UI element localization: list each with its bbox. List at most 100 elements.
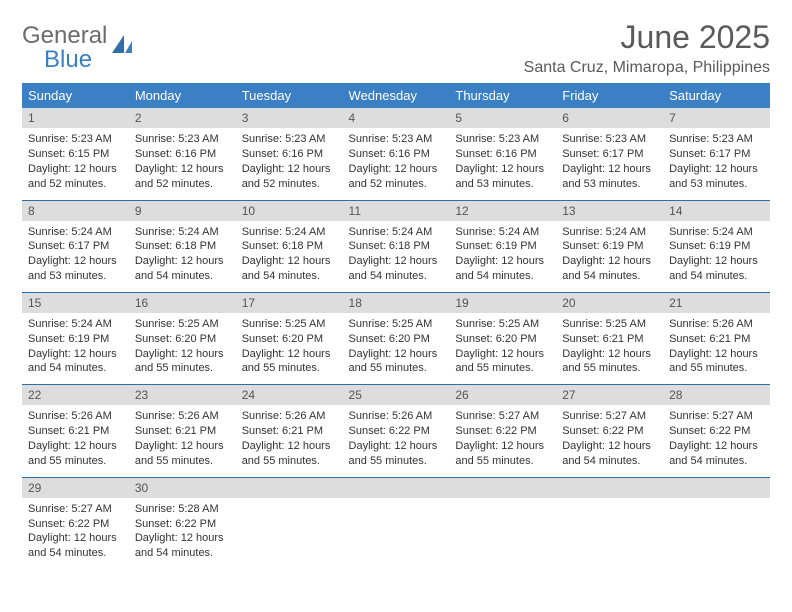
day-details: Sunrise: 5:28 AMSunset: 6:22 PMDaylight:… xyxy=(129,498,236,569)
daylight-text: Daylight: 12 hours and 54 minutes. xyxy=(135,254,230,284)
sunrise-text: Sunrise: 5:23 AM xyxy=(242,132,337,147)
sunset-text: Sunset: 6:16 PM xyxy=(349,147,444,162)
day-details: Sunrise: 5:24 AMSunset: 6:19 PMDaylight:… xyxy=(22,313,129,384)
day-number: 29 xyxy=(22,477,129,498)
title-block: June 2025 Santa Cruz, Mimaropa, Philippi… xyxy=(524,20,770,77)
day-cell: Sunrise: 5:23 AMSunset: 6:17 PMDaylight:… xyxy=(556,128,663,200)
sunset-text: Sunset: 6:21 PM xyxy=(28,424,123,439)
daylight-text: Daylight: 12 hours and 53 minutes. xyxy=(28,254,123,284)
sunset-text: Sunset: 6:19 PM xyxy=(28,332,123,347)
day-details: Sunrise: 5:24 AMSunset: 6:18 PMDaylight:… xyxy=(129,221,236,292)
day-cell: Sunrise: 5:24 AMSunset: 6:18 PMDaylight:… xyxy=(343,221,450,293)
day-number: 24 xyxy=(236,385,343,406)
sunset-text: Sunset: 6:22 PM xyxy=(562,424,657,439)
day-cell: Sunrise: 5:23 AMSunset: 6:15 PMDaylight:… xyxy=(22,128,129,200)
day-content-row: Sunrise: 5:26 AMSunset: 6:21 PMDaylight:… xyxy=(22,405,770,477)
day-cell: Sunrise: 5:25 AMSunset: 6:20 PMDaylight:… xyxy=(236,313,343,385)
day-details: Sunrise: 5:23 AMSunset: 6:16 PMDaylight:… xyxy=(236,128,343,199)
sunset-text: Sunset: 6:18 PM xyxy=(135,239,230,254)
daylight-text: Daylight: 12 hours and 54 minutes. xyxy=(562,439,657,469)
day-number: 6 xyxy=(556,108,663,128)
sunset-text: Sunset: 6:21 PM xyxy=(135,424,230,439)
sunrise-text: Sunrise: 5:24 AM xyxy=(135,225,230,240)
day-cell: Sunrise: 5:27 AMSunset: 6:22 PMDaylight:… xyxy=(663,405,770,477)
sunrise-text: Sunrise: 5:26 AM xyxy=(135,409,230,424)
day-number: 19 xyxy=(449,292,556,313)
day-details: Sunrise: 5:24 AMSunset: 6:18 PMDaylight:… xyxy=(236,221,343,292)
header: General Blue June 2025 Santa Cruz, Mimar… xyxy=(22,20,770,77)
sunset-text: Sunset: 6:16 PM xyxy=(135,147,230,162)
daylight-text: Daylight: 12 hours and 54 minutes. xyxy=(28,531,123,561)
day-number: 11 xyxy=(343,200,450,221)
sunset-text: Sunset: 6:22 PM xyxy=(135,517,230,532)
daylight-text: Daylight: 12 hours and 53 minutes. xyxy=(562,162,657,192)
day-cell: Sunrise: 5:23 AMSunset: 6:16 PMDaylight:… xyxy=(343,128,450,200)
day-details: Sunrise: 5:23 AMSunset: 6:16 PMDaylight:… xyxy=(343,128,450,199)
day-number: 18 xyxy=(343,292,450,313)
daylight-text: Daylight: 12 hours and 53 minutes. xyxy=(455,162,550,192)
sunrise-text: Sunrise: 5:26 AM xyxy=(242,409,337,424)
day-details: Sunrise: 5:26 AMSunset: 6:21 PMDaylight:… xyxy=(236,405,343,476)
day-cell: Sunrise: 5:26 AMSunset: 6:22 PMDaylight:… xyxy=(343,405,450,477)
sunrise-text: Sunrise: 5:25 AM xyxy=(242,317,337,332)
day-details: Sunrise: 5:25 AMSunset: 6:20 PMDaylight:… xyxy=(449,313,556,384)
sunset-text: Sunset: 6:16 PM xyxy=(455,147,550,162)
day-cell: Sunrise: 5:24 AMSunset: 6:19 PMDaylight:… xyxy=(663,221,770,293)
sunset-text: Sunset: 6:19 PM xyxy=(669,239,764,254)
daylight-text: Daylight: 12 hours and 54 minutes. xyxy=(669,254,764,284)
sunrise-text: Sunrise: 5:25 AM xyxy=(135,317,230,332)
day-cell: Sunrise: 5:26 AMSunset: 6:21 PMDaylight:… xyxy=(663,313,770,385)
day-number: 12 xyxy=(449,200,556,221)
sunrise-text: Sunrise: 5:27 AM xyxy=(28,502,123,517)
day-details: Sunrise: 5:27 AMSunset: 6:22 PMDaylight:… xyxy=(22,498,129,569)
sunrise-text: Sunrise: 5:26 AM xyxy=(669,317,764,332)
day-details: Sunrise: 5:24 AMSunset: 6:19 PMDaylight:… xyxy=(449,221,556,292)
day-details: Sunrise: 5:27 AMSunset: 6:22 PMDaylight:… xyxy=(663,405,770,476)
day-details: Sunrise: 5:25 AMSunset: 6:20 PMDaylight:… xyxy=(236,313,343,384)
sunrise-text: Sunrise: 5:26 AM xyxy=(28,409,123,424)
sunset-text: Sunset: 6:21 PM xyxy=(562,332,657,347)
day-cell: Sunrise: 5:24 AMSunset: 6:19 PMDaylight:… xyxy=(449,221,556,293)
day-number: 5 xyxy=(449,108,556,128)
day-number xyxy=(236,477,343,498)
sunset-text: Sunset: 6:20 PM xyxy=(242,332,337,347)
day-cell: Sunrise: 5:25 AMSunset: 6:20 PMDaylight:… xyxy=(129,313,236,385)
logo-text-1: General xyxy=(22,22,107,49)
day-number: 20 xyxy=(556,292,663,313)
day-cell: Sunrise: 5:26 AMSunset: 6:21 PMDaylight:… xyxy=(129,405,236,477)
sunset-text: Sunset: 6:16 PM xyxy=(242,147,337,162)
daylight-text: Daylight: 12 hours and 55 minutes. xyxy=(562,347,657,377)
sunset-text: Sunset: 6:17 PM xyxy=(562,147,657,162)
day-number: 30 xyxy=(129,477,236,498)
sunset-text: Sunset: 6:21 PM xyxy=(669,332,764,347)
daylight-text: Daylight: 12 hours and 55 minutes. xyxy=(242,347,337,377)
day-number-row: 891011121314 xyxy=(22,200,770,221)
daylight-text: Daylight: 12 hours and 53 minutes. xyxy=(669,162,764,192)
day-cell: Sunrise: 5:24 AMSunset: 6:19 PMDaylight:… xyxy=(22,313,129,385)
daylight-text: Daylight: 12 hours and 55 minutes. xyxy=(349,439,444,469)
weekday-header-row: Sunday Monday Tuesday Wednesday Thursday… xyxy=(22,83,770,108)
day-details: Sunrise: 5:26 AMSunset: 6:21 PMDaylight:… xyxy=(22,405,129,476)
daylight-text: Daylight: 12 hours and 52 minutes. xyxy=(349,162,444,192)
weekday-header: Tuesday xyxy=(236,83,343,108)
day-number: 8 xyxy=(22,200,129,221)
day-details: Sunrise: 5:23 AMSunset: 6:17 PMDaylight:… xyxy=(556,128,663,199)
sunrise-text: Sunrise: 5:26 AM xyxy=(349,409,444,424)
day-cell: Sunrise: 5:24 AMSunset: 6:17 PMDaylight:… xyxy=(22,221,129,293)
day-number: 28 xyxy=(663,385,770,406)
day-details: Sunrise: 5:23 AMSunset: 6:15 PMDaylight:… xyxy=(22,128,129,199)
page: General Blue June 2025 Santa Cruz, Mimar… xyxy=(0,0,792,589)
logo-text-2: Blue xyxy=(44,46,92,73)
weekday-header: Thursday xyxy=(449,83,556,108)
calendar-table: Sunday Monday Tuesday Wednesday Thursday… xyxy=(22,83,770,569)
day-cell xyxy=(343,498,450,569)
day-cell: Sunrise: 5:26 AMSunset: 6:21 PMDaylight:… xyxy=(236,405,343,477)
day-details: Sunrise: 5:25 AMSunset: 6:21 PMDaylight:… xyxy=(556,313,663,384)
daylight-text: Daylight: 12 hours and 55 minutes. xyxy=(349,347,444,377)
sunset-text: Sunset: 6:20 PM xyxy=(135,332,230,347)
sunset-text: Sunset: 6:15 PM xyxy=(28,147,123,162)
daylight-text: Daylight: 12 hours and 54 minutes. xyxy=(28,347,123,377)
day-details: Sunrise: 5:26 AMSunset: 6:22 PMDaylight:… xyxy=(343,405,450,476)
sunset-text: Sunset: 6:17 PM xyxy=(669,147,764,162)
daylight-text: Daylight: 12 hours and 55 minutes. xyxy=(455,347,550,377)
